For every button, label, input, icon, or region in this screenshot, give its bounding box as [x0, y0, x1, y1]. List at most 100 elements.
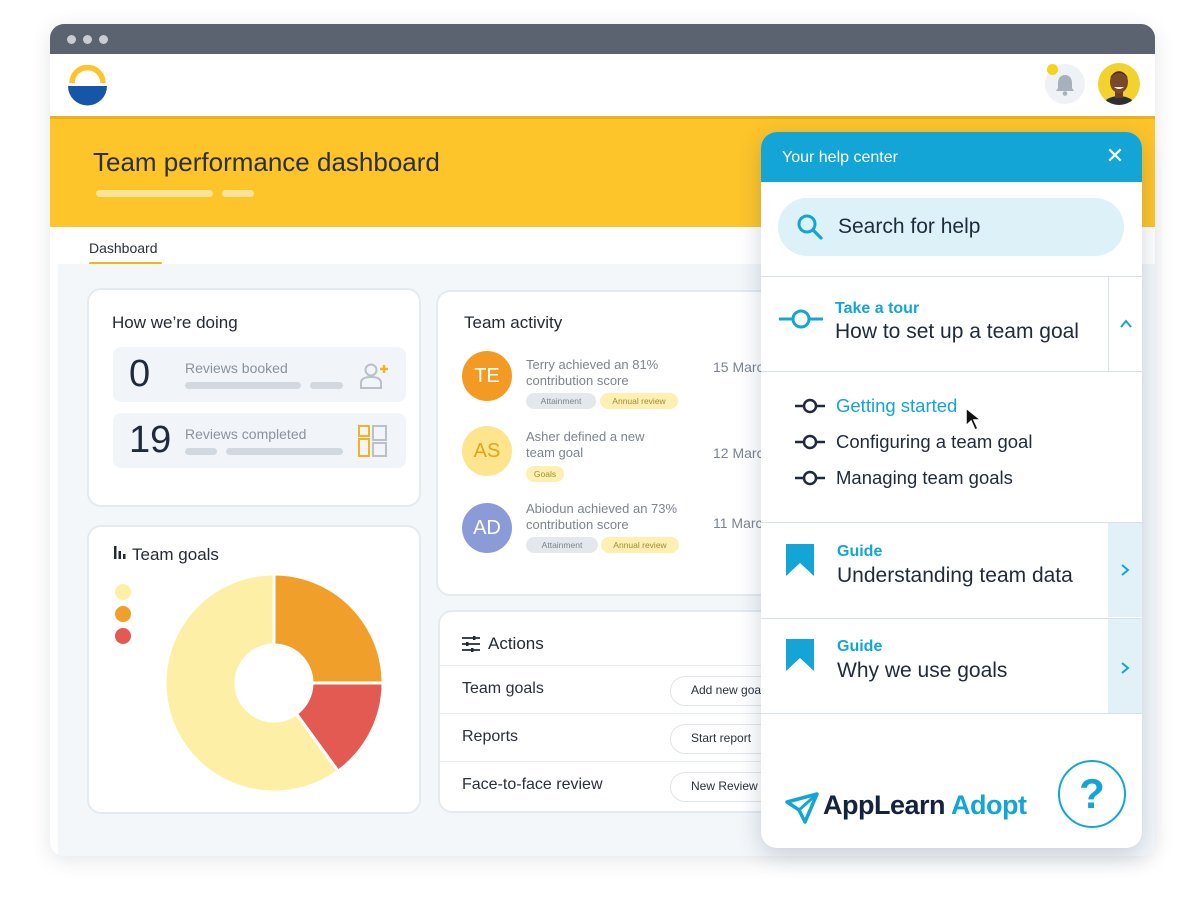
action-label: Face-to-face review	[462, 776, 603, 793]
activity-date: 15 March	[713, 359, 772, 375]
activity-item[interactable]: AD Abiodun achieved an 73% contribution …	[438, 500, 774, 570]
stat-value: 19	[129, 419, 172, 461]
search-icon	[797, 214, 823, 240]
step-label: Getting started	[836, 395, 958, 416]
tour-kicker: Take a tour	[835, 300, 920, 317]
activity-avatar: AS	[462, 426, 512, 476]
collapse-tour-button[interactable]	[1108, 277, 1142, 372]
tag-chip: Goals	[526, 466, 564, 482]
stat-reviews-completed: 19 Reviews completed	[113, 413, 406, 468]
guide-title: Why we use goals	[837, 659, 1008, 682]
step-label: Configuring a team goal	[836, 431, 1033, 452]
applearn-logo-icon	[785, 792, 819, 824]
legend-dot	[115, 606, 131, 622]
activity-date: 12 March	[713, 445, 772, 461]
help-search-input[interactable]	[838, 214, 1108, 240]
team-goals-donut-chart	[163, 572, 385, 794]
bar-chart-icon	[114, 546, 126, 559]
bookmark-icon	[786, 639, 814, 671]
open-guide-button[interactable]	[1108, 523, 1142, 617]
mouse-cursor-icon	[965, 406, 984, 432]
active-tab-indicator	[89, 262, 162, 265]
person-icon	[1102, 71, 1136, 105]
placeholder-bar	[96, 190, 213, 197]
guide-item-why-we-use-goals[interactable]: Guide Why we use goals	[761, 618, 1142, 714]
window-titlebar	[50, 24, 1155, 54]
sunrise-logo-icon[interactable]	[68, 65, 107, 106]
guide-kicker: Guide	[837, 543, 883, 560]
tour-item[interactable]: Take a tour How to set up a team goal	[761, 276, 1142, 372]
tag-chip: Attainment	[526, 537, 598, 553]
window-dot	[99, 35, 108, 44]
action-row-reports: Reports Start report	[440, 713, 790, 761]
dashboard-content: How we’re doing 0 Reviews booked 19 Revi…	[58, 264, 1155, 856]
tag-chip: Annual review	[601, 537, 679, 553]
action-row-face-to-face: Face-to-face review New Review	[440, 761, 790, 809]
activity-card-title: Team activity	[464, 313, 563, 332]
bell-icon	[1056, 75, 1074, 96]
stat-label: Reviews completed	[185, 426, 307, 442]
open-guide-button[interactable]	[1108, 619, 1142, 713]
goals-card: Team goals	[87, 525, 421, 814]
placeholder-bar	[226, 448, 343, 455]
activity-avatar: TE	[462, 351, 512, 401]
step-icon	[795, 434, 825, 450]
user-avatar[interactable]	[1098, 63, 1140, 105]
placeholder-bar	[310, 382, 343, 389]
chart-legend	[115, 584, 131, 644]
guide-title: Understanding team data	[837, 564, 1073, 587]
window-dot	[83, 35, 92, 44]
brand-name: AppLearn Adopt	[823, 790, 1027, 820]
activity-item[interactable]: TE Terry achieved an 81% contribution sc…	[438, 348, 774, 418]
help-center-header: Your help center ✕	[761, 132, 1142, 182]
close-icon[interactable]: ✕	[1105, 143, 1125, 168]
guide-item-understanding-team-data[interactable]: Guide Understanding team data	[761, 522, 1142, 618]
step-icon	[795, 398, 825, 414]
stats-card-title: How we’re doing	[112, 313, 238, 332]
action-row-team-goals: Team goals Add new goal	[440, 665, 790, 713]
legend-dot	[115, 584, 131, 600]
donut-slice	[272, 572, 385, 685]
chevron-right-icon	[1121, 564, 1130, 576]
tour-icon	[779, 309, 823, 329]
layout-icon	[358, 425, 387, 457]
notification-dot	[1047, 64, 1058, 75]
stat-reviews-booked: 0 Reviews booked	[113, 347, 406, 402]
guide-kicker: Guide	[837, 638, 883, 655]
stats-card: How we’re doing 0 Reviews booked 19 Revi…	[87, 288, 421, 507]
tour-title: How to set up a team goal	[835, 320, 1079, 343]
bookmark-icon	[786, 544, 814, 576]
chevron-up-icon	[1120, 319, 1132, 328]
sliders-icon	[462, 636, 480, 652]
goals-card-title: Team goals	[132, 545, 219, 564]
actions-card-title: Actions	[488, 634, 544, 653]
page-title: Team performance dashboard	[93, 147, 440, 177]
app-header	[50, 54, 1155, 116]
action-label: Team goals	[462, 680, 544, 697]
placeholder-bar	[185, 382, 301, 389]
actions-card: Actions Team goals Add new goal Reports …	[438, 610, 790, 813]
activity-date: 11 March	[713, 515, 771, 531]
activity-item[interactable]: AS Asher defined a new team goal 12 Marc…	[438, 424, 774, 490]
tour-steps-list: Getting started Configuring a team goal …	[761, 371, 1142, 522]
help-center-title: Your help center	[782, 149, 898, 166]
donut-slice	[163, 572, 341, 794]
activity-card: Team activity TE Terry achieved an 81% c…	[436, 290, 776, 596]
step-label: Managing team goals	[836, 467, 1013, 488]
action-label: Reports	[462, 728, 519, 745]
tab-dashboard[interactable]: Dashboard	[89, 240, 158, 256]
placeholder-bar	[222, 190, 254, 197]
step-icon	[795, 470, 825, 486]
activity-text: Asher defined a new team goal	[526, 429, 645, 460]
legend-dot	[115, 628, 131, 644]
tag-chip: Attainment	[526, 393, 596, 409]
placeholder-bar	[185, 448, 217, 455]
tag-chip: Annual review	[600, 393, 678, 409]
activity-avatar: AD	[462, 503, 512, 553]
help-search-bar[interactable]	[778, 198, 1124, 256]
add-user-icon	[360, 363, 388, 389]
activity-text: Terry achieved an 81% contribution score	[526, 357, 659, 388]
stat-label: Reviews booked	[185, 360, 288, 376]
help-center-panel: Your help center ✕ Take a tour How to se…	[761, 132, 1142, 848]
help-button[interactable]: ?	[1058, 760, 1126, 828]
